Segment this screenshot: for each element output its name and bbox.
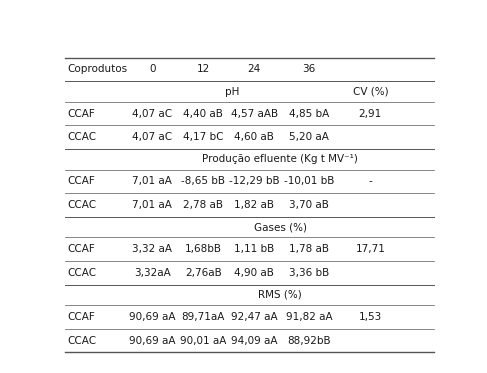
Text: 88,92bB: 88,92bB: [287, 336, 331, 346]
Text: 94,09 aA: 94,09 aA: [231, 336, 278, 346]
Text: Gases (%): Gases (%): [254, 222, 307, 232]
Text: CCAF: CCAF: [67, 109, 95, 119]
Text: Coprodutos: Coprodutos: [67, 65, 128, 75]
Text: 1,11 bB: 1,11 bB: [234, 244, 274, 254]
Text: -: -: [369, 176, 372, 186]
Text: 4,07 aC: 4,07 aC: [132, 132, 172, 142]
Text: CCAF: CCAF: [67, 244, 95, 254]
Text: 4,85 bA: 4,85 bA: [289, 109, 329, 119]
Text: 89,71aA: 89,71aA: [182, 312, 225, 322]
Text: Produção efluente (Kg t MV⁻¹): Produção efluente (Kg t MV⁻¹): [203, 154, 358, 164]
Text: 7,01 aA: 7,01 aA: [132, 176, 172, 186]
Text: 90,01 aA: 90,01 aA: [180, 336, 226, 346]
Text: CCAC: CCAC: [67, 336, 96, 346]
Text: 2,91: 2,91: [359, 109, 382, 119]
Text: 3,70 aB: 3,70 aB: [289, 200, 329, 210]
Text: 4,57 aAB: 4,57 aAB: [230, 109, 278, 119]
Text: 2,78 aB: 2,78 aB: [183, 200, 223, 210]
Text: 36: 36: [302, 65, 316, 75]
Text: 4,40 aB: 4,40 aB: [183, 109, 223, 119]
Text: CCAC: CCAC: [67, 268, 96, 278]
Text: 1,68bB: 1,68bB: [185, 244, 222, 254]
Text: 4,60 aB: 4,60 aB: [234, 132, 274, 142]
Text: 1,82 aB: 1,82 aB: [234, 200, 274, 210]
Text: 4,17 bC: 4,17 bC: [183, 132, 224, 142]
Text: CCAC: CCAC: [67, 200, 96, 210]
Text: 24: 24: [247, 65, 261, 75]
Text: 17,71: 17,71: [356, 244, 385, 254]
Text: RMS (%): RMS (%): [259, 290, 302, 300]
Text: -8,65 bB: -8,65 bB: [181, 176, 225, 186]
Text: 1,78 aB: 1,78 aB: [289, 244, 329, 254]
Text: -10,01 bB: -10,01 bB: [283, 176, 334, 186]
Text: CCAC: CCAC: [67, 132, 96, 142]
Text: -12,29 bB: -12,29 bB: [229, 176, 280, 186]
Text: 4,07 aC: 4,07 aC: [132, 109, 172, 119]
Text: 1,53: 1,53: [359, 312, 382, 322]
Text: 7,01 aA: 7,01 aA: [132, 200, 172, 210]
Text: 2,76aB: 2,76aB: [185, 268, 222, 278]
Text: 4,90 aB: 4,90 aB: [234, 268, 274, 278]
Text: 3,36 bB: 3,36 bB: [289, 268, 329, 278]
Text: 12: 12: [197, 65, 210, 75]
Text: 3,32aA: 3,32aA: [134, 268, 170, 278]
Text: CV (%): CV (%): [353, 87, 388, 97]
Text: pH: pH: [225, 87, 240, 97]
Text: 3,32 aA: 3,32 aA: [132, 244, 172, 254]
Text: 5,20 aA: 5,20 aA: [289, 132, 329, 142]
Text: 90,69 aA: 90,69 aA: [129, 312, 175, 322]
Text: 92,47 aA: 92,47 aA: [231, 312, 278, 322]
Text: 91,82 aA: 91,82 aA: [285, 312, 332, 322]
Text: 0: 0: [149, 65, 155, 75]
Text: CCAF: CCAF: [67, 176, 95, 186]
Text: CCAF: CCAF: [67, 312, 95, 322]
Text: 90,69 aA: 90,69 aA: [129, 336, 175, 346]
